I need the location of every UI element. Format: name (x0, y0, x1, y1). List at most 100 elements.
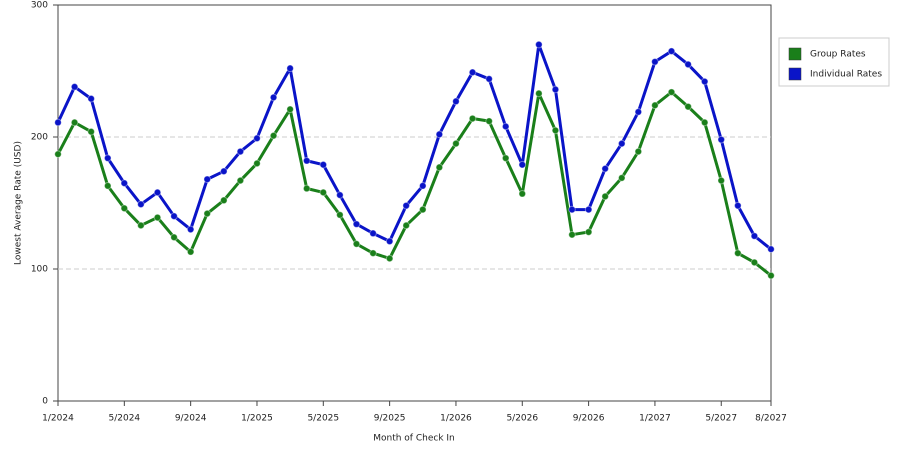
data-point (734, 249, 742, 257)
legend-swatch (788, 47, 802, 61)
x-tick-label: 9/2026 (573, 414, 605, 424)
data-point (750, 232, 759, 240)
data-point (103, 182, 112, 190)
data-point (402, 221, 411, 230)
data-point (468, 114, 477, 123)
data-point (170, 212, 178, 220)
data-point (667, 47, 676, 56)
data-point (418, 182, 427, 190)
data-point (717, 135, 726, 144)
data-point (153, 188, 162, 197)
x-tick-label: 5/2024 (108, 414, 140, 424)
data-point (236, 176, 245, 185)
data-point (435, 130, 444, 139)
data-point (402, 201, 411, 210)
data-point (385, 254, 394, 263)
data-point (352, 220, 361, 228)
data-point (319, 188, 328, 197)
data-point (369, 249, 377, 257)
data-point (286, 64, 294, 73)
x-tick-label: 5/2027 (705, 414, 737, 424)
data-point (584, 205, 593, 214)
data-point (535, 40, 543, 49)
data-point (568, 205, 576, 214)
x-tick-label: 1/2026 (440, 414, 472, 424)
data-point (617, 174, 626, 182)
data-point (269, 131, 278, 140)
data-point (767, 271, 775, 280)
data-point (103, 154, 112, 162)
data-point (253, 134, 261, 143)
data-point (70, 118, 79, 127)
data-point (501, 154, 510, 162)
data-point (717, 176, 726, 185)
data-point (485, 75, 493, 83)
data-point (286, 105, 294, 114)
data-point (236, 147, 245, 156)
data-point (137, 200, 145, 209)
data-point (452, 139, 460, 148)
data-point (634, 147, 643, 156)
data-point (601, 164, 609, 173)
data-point (87, 127, 95, 136)
data-point (452, 97, 460, 106)
x-tick-label: 1/2025 (241, 414, 273, 424)
data-point (535, 89, 543, 98)
data-point (87, 94, 95, 103)
x-tick-label: 5/2026 (506, 414, 538, 424)
data-point (352, 240, 361, 248)
data-point (253, 159, 261, 168)
series-line (56, 43, 772, 251)
data-point (220, 167, 228, 176)
data-point (734, 201, 742, 210)
data-point (485, 117, 493, 125)
data-point (551, 85, 560, 94)
x-tick-label: 1/2027 (639, 414, 671, 424)
data-point (651, 57, 659, 66)
data-point (601, 192, 609, 201)
data-point (634, 108, 643, 116)
series-line (56, 90, 772, 277)
data-point (551, 126, 560, 135)
data-point (418, 205, 427, 214)
data-point (651, 101, 659, 110)
x-tick-label: 9/2024 (175, 414, 207, 424)
y-tick-label: 100 (31, 265, 48, 275)
data-point (70, 83, 79, 91)
data-point (336, 191, 344, 199)
data-point (120, 204, 129, 213)
data-point (684, 60, 692, 69)
x-tick-label: 5/2025 (307, 414, 339, 424)
data-point (336, 211, 344, 219)
data-point (137, 221, 145, 230)
legend-swatch (788, 67, 802, 81)
data-point (518, 189, 527, 198)
plot-frame (57, 4, 772, 402)
x-axis-label: Month of Check In (373, 434, 455, 444)
legend-label: Individual Rates (810, 70, 882, 80)
data-point (369, 229, 377, 238)
data-point (767, 245, 775, 253)
y-tick-label: 200 (31, 133, 48, 143)
data-point (700, 77, 709, 86)
data-point (220, 196, 228, 205)
data-point (120, 179, 129, 187)
data-point (203, 209, 212, 218)
data-point (435, 163, 444, 172)
data-point (518, 160, 527, 169)
data-point (153, 213, 162, 222)
data-point (684, 102, 692, 111)
data-point (385, 237, 394, 246)
data-point (54, 118, 62, 127)
x-tick-label: 1/2024 (42, 414, 74, 424)
data-point (186, 225, 195, 234)
data-point (617, 139, 626, 148)
x-tick-label: 9/2025 (374, 414, 406, 424)
data-point (468, 68, 477, 77)
data-point (302, 156, 311, 165)
data-point (584, 228, 593, 236)
data-point (203, 175, 212, 184)
y-axis-label: Lowest Average Rate (USD) (14, 141, 24, 265)
data-point (186, 248, 195, 256)
